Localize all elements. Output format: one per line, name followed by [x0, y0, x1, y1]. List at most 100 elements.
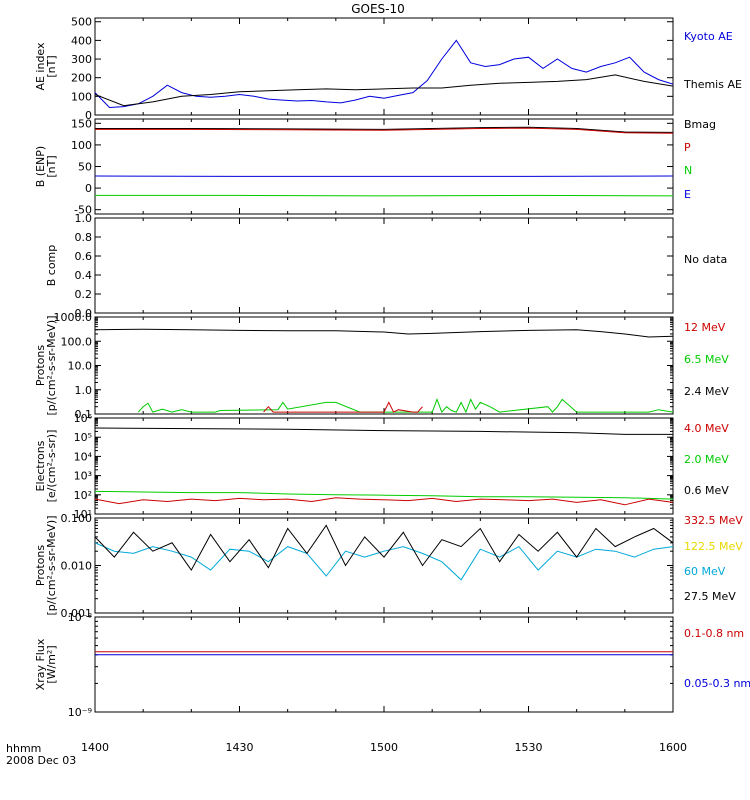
x-tick-label: 1430 [226, 741, 254, 754]
panel-frame [94, 17, 674, 116]
y-axis-label: [p/(cm²-s-sr-MeV)] [45, 516, 58, 616]
y-tick-label: 400 [71, 34, 92, 47]
y-tick-label: 0.001 [61, 607, 93, 620]
legend-entry: 60 MeV [684, 565, 726, 578]
date-label: 2008 Dec 03 [6, 754, 76, 767]
legend-entry: 6.5 MeV [684, 353, 729, 366]
legend-entry: 0.1-0.8 nm [684, 627, 744, 640]
y-tick-label: 0.0 [75, 307, 93, 320]
x-tick-label: 1600 [659, 741, 687, 754]
y-tick-label: 10⁵ [74, 431, 92, 444]
series-line-27-5-mev [95, 524, 673, 572]
x-tick-label: 1400 [81, 741, 109, 754]
y-axis-label: Protons [34, 545, 47, 586]
series-line-2-4-mev [95, 328, 673, 338]
panel-protons_low: 0.1 1.0 10.0 100.0 1000.0 Protons[p/(cm²-s-sr… [34, 311, 729, 421]
y-tick-label: 500 [71, 16, 92, 29]
legend-entry: 122.5 MeV [684, 540, 743, 553]
y-tick-label: 10⁻⁸ [68, 611, 93, 624]
y-tick-label: 10⁻⁹ [68, 706, 92, 719]
legend-entry: No data [684, 253, 727, 266]
y-tick-label: 100.0 [61, 335, 93, 348]
time-axis-label: hhmm [6, 742, 41, 755]
y-axis-label: Protons [34, 345, 47, 386]
y-tick-label: 10⁴ [74, 450, 93, 463]
y-axis-label: Xray Flux [34, 638, 47, 690]
y-axis-label: [nT] [45, 155, 58, 177]
y-axis-label: Electrons [34, 440, 47, 491]
y-axis-label: B comp [45, 245, 58, 287]
y-tick-label: 1000.0 [54, 311, 93, 324]
y-tick-label: -50 [74, 204, 92, 217]
y-tick-label: 0.100 [61, 512, 93, 525]
series-line-4-0-mev [95, 497, 673, 506]
chart-title: GOES-10 [351, 2, 405, 16]
series-line-kyoto-ae [95, 39, 673, 109]
series-line-60-mev [95, 542, 673, 581]
panel-electrons: 10¹ 10² 10³ 10⁴ 10⁵ 10⁶ Electrons[e/(cm²-s-sr)… [34, 412, 729, 521]
panel-frame [94, 118, 674, 215]
panel-xray: 10⁻⁹ 10⁻⁸ Xray Flux[W/m²] 0.1-0.8 nm 0.05-0.… [34, 611, 750, 719]
series-line-0-6-mev [95, 427, 673, 435]
y-axis-label: [p/(cm²-s-sr-MeV)] [45, 316, 58, 416]
y-tick-label: 0.010 [61, 560, 93, 573]
series-line-p [95, 127, 673, 134]
panel-protons_high: 0.001 0.010 0.100 Protons[p/(cm²-s-sr-MeV)]… [34, 512, 743, 620]
y-axis-label: AE index [34, 42, 47, 91]
series-line-themis-ae [95, 74, 673, 107]
y-axis-label: [W/m²] [45, 645, 58, 683]
series-line-bmag [95, 126, 673, 133]
y-tick-label: 10² [74, 489, 92, 502]
x-tick-label: 1500 [370, 741, 398, 754]
y-tick-label: 1.0 [75, 212, 93, 225]
y-axis-label: [e/(cm²-s-sr)] [45, 430, 58, 503]
y-tick-label: 300 [71, 53, 92, 66]
y-tick-label: 0.4 [75, 269, 93, 282]
legend-entry: E [684, 188, 691, 201]
legend-entry: N [684, 164, 692, 177]
y-tick-label: 0.8 [75, 231, 93, 244]
y-tick-label: 100 [71, 139, 92, 152]
y-tick-label: 150 [71, 117, 92, 130]
panel-bfield: -50 0 50 100 150 B (ENP)[nT] Bmag PNE [34, 117, 716, 216]
panel-bcomp: 0.0 0.2 0.4 0.6 0.8 1.0 B comp No data [45, 212, 727, 320]
panel-frame [94, 217, 674, 314]
legend-entry: P [684, 141, 691, 154]
series-line-n [95, 194, 673, 197]
legend-entry: Kyoto AE [684, 30, 733, 43]
x-tick-labels: 1400 1430 1500 1530 1600 [81, 741, 687, 754]
y-tick-label: 10.0 [68, 360, 93, 373]
y-tick-label: 10³ [74, 470, 92, 483]
y-tick-label: 0 [85, 182, 92, 195]
legend-entry: 27.5 MeV [684, 590, 736, 603]
y-tick-label: 200 [71, 72, 92, 85]
legend-entry: 0.6 MeV [684, 484, 729, 497]
legend-entry: 12 MeV [684, 321, 726, 334]
y-tick-label: 0.1 [75, 408, 93, 421]
y-tick-label: 10⁶ [74, 412, 93, 425]
series-line-6-5-mev [137, 397, 673, 414]
x-tick-label: 1530 [515, 741, 543, 754]
y-tick-label: 1.0 [75, 384, 93, 397]
legend-entry: 2.4 MeV [684, 385, 729, 398]
y-tick-label: 0 [85, 109, 92, 122]
legend-entry: 0.05-0.3 nm [684, 677, 750, 690]
y-axis-label: B (ENP) [34, 146, 47, 187]
y-tick-label: 100 [71, 90, 92, 103]
panel-frame [94, 616, 674, 713]
y-tick-label: 50 [78, 161, 92, 174]
series-line-2-0-mev [95, 490, 673, 500]
legend-entry: 2.0 MeV [684, 453, 729, 466]
legend-entry: 332.5 MeV [684, 514, 743, 527]
legend-entry: Bmag [684, 118, 716, 131]
y-axis-label: [nT] [45, 55, 58, 77]
y-tick-label: 10¹ [74, 508, 92, 521]
y-tick-label: 0.6 [75, 250, 93, 263]
panel-ae: 0 100 200 300 400 500 AE index[nT] Kyoto AE Them… [34, 16, 742, 122]
y-tick-label: 0.2 [75, 288, 93, 301]
panel-frame [94, 517, 674, 614]
legend-entry: 4.0 MeV [684, 422, 729, 435]
legend-entry: Themis AE [683, 78, 742, 91]
